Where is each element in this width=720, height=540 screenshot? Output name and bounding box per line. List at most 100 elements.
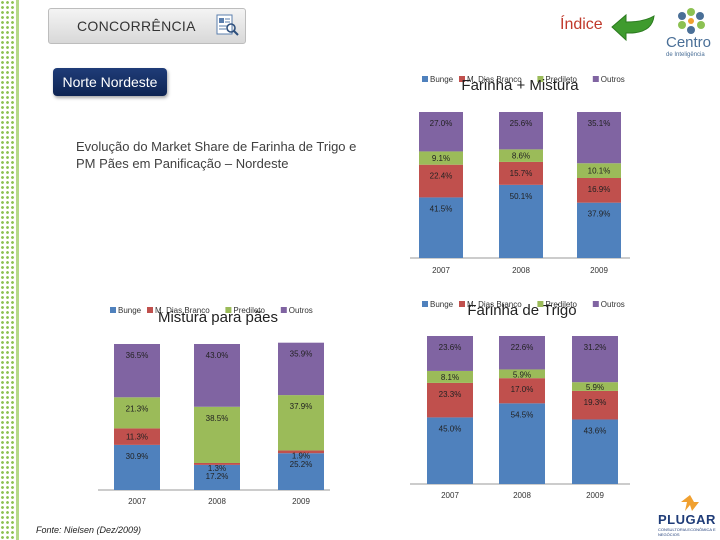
- bar-m-dias-branco-2007: [419, 164, 463, 198]
- legend-label-outros: Outros: [601, 300, 625, 309]
- bar-m-dias-branco-2007: [427, 382, 473, 418]
- bar-bunge-2007: [427, 417, 473, 484]
- logo-title: Centro: [666, 34, 712, 51]
- data-label: 25.6%: [510, 119, 533, 128]
- report-search-icon: [216, 14, 239, 36]
- data-label: 22.6%: [511, 343, 534, 352]
- data-label: 11.3%: [126, 433, 148, 442]
- data-label: 43.0%: [206, 351, 229, 360]
- chart-farinha-trigo: Bunge M. Dias Branco Predileto Outros Farinh…: [410, 300, 630, 500]
- legend-swatch-m-dias-branco: [147, 307, 153, 313]
- bar-outros-2009: [278, 342, 324, 396]
- data-label: 1.3%: [208, 464, 226, 473]
- bar-outros-2009: [577, 112, 621, 164]
- index-link[interactable]: Índice: [560, 16, 603, 33]
- bar-predileto-2007: [114, 397, 160, 429]
- legend-label-predileto: Predileto: [545, 300, 577, 309]
- x-tick-label: 2009: [586, 491, 604, 500]
- bar-predileto-2008: [194, 406, 240, 463]
- bar-outros-2007: [427, 336, 473, 371]
- data-label: 50.1%: [510, 192, 533, 201]
- x-tick-label: 2008: [513, 491, 531, 500]
- data-label: 36.5%: [126, 351, 149, 360]
- data-label: 8.1%: [441, 373, 459, 382]
- legend-label-bunge: Bunge: [430, 75, 454, 84]
- data-label: 54.5%: [511, 410, 534, 419]
- data-label: 17.0%: [511, 385, 534, 394]
- x-tick-label: 2008: [512, 266, 530, 275]
- back-arrow-icon[interactable]: [610, 12, 656, 42]
- bar-m-dias-branco-2009: [572, 390, 618, 420]
- x-tick-label: 2007: [128, 497, 146, 506]
- plugar-mark-icon: [681, 495, 699, 511]
- bar-outros-2008: [499, 336, 545, 370]
- data-label: 23.6%: [439, 343, 462, 352]
- legend-swatch-bunge: [422, 76, 428, 82]
- decorative-dot-strip: [0, 0, 16, 540]
- legend-swatch-outros: [592, 76, 599, 82]
- plugar-brand-sub: CONSULTORIA ECONÔMICA E NEGÓCIOS: [658, 527, 716, 537]
- source-note: Fonte: Nielsen (Dez/2009): [36, 525, 142, 535]
- bar-bunge-2008: [499, 403, 545, 484]
- bar-bunge-2009: [572, 419, 618, 484]
- data-label: 19.3%: [584, 398, 607, 407]
- data-label: 16.9%: [588, 185, 611, 194]
- bar-bunge-2009: [577, 202, 621, 258]
- centro-inteligencia-logo: [678, 8, 705, 34]
- legend-label-outros: Outros: [289, 306, 313, 315]
- bar-predileto-2008: [499, 149, 543, 162]
- bar-outros-2008: [499, 112, 543, 150]
- section-title: CONCORRÊNCIA: [77, 18, 196, 34]
- bar-bunge-2009: [278, 453, 324, 490]
- bar-m-dias-branco-2009: [577, 177, 621, 203]
- x-tick-label: 2008: [208, 497, 226, 506]
- bar-bunge-2008: [499, 184, 543, 258]
- x-tick-label: 2009: [590, 266, 608, 275]
- legend-swatch-predileto: [537, 301, 544, 307]
- legend-label-outros: Outros: [601, 75, 625, 84]
- chart-title: Farinha + Mistura: [461, 77, 579, 94]
- legend-swatch-predileto: [225, 307, 232, 313]
- legend-label-bunge: Bunge: [118, 306, 142, 315]
- bar-outros-2009: [572, 336, 618, 383]
- bar-predileto-2009: [577, 163, 621, 178]
- chart-title: Farinha de Trigo: [467, 302, 576, 319]
- legend-swatch-outros: [592, 301, 599, 307]
- bar-predileto-2007: [419, 151, 463, 165]
- bar-outros-2008: [194, 344, 240, 407]
- data-label: 37.9%: [290, 402, 313, 411]
- data-label: 23.3%: [439, 390, 462, 399]
- bar-predileto-2009: [572, 382, 618, 391]
- logo-subtitle: de Inteligência: [666, 52, 705, 58]
- data-label: 22.4%: [430, 172, 453, 181]
- data-label: 25.2%: [290, 460, 313, 469]
- legend-swatch-m-dias-branco: [459, 76, 465, 82]
- data-label: 17.2%: [206, 472, 229, 481]
- legend-swatch-bunge: [110, 307, 116, 313]
- region-badge: Norte Nordeste: [53, 68, 167, 96]
- data-label: 37.9%: [588, 210, 611, 219]
- x-tick-label: 2007: [432, 266, 450, 275]
- data-label: 15.7%: [510, 169, 533, 178]
- legend-label-predileto: Predileto: [233, 306, 265, 315]
- bar-predileto-2009: [278, 395, 324, 451]
- data-label: 9.1%: [432, 154, 450, 163]
- bar-predileto-2008: [499, 369, 545, 379]
- data-label: 27.0%: [430, 119, 453, 128]
- bar-m-dias-branco-2008: [194, 462, 240, 465]
- legend-label-m-dias-branco: M. Dias Branco: [467, 300, 522, 309]
- data-label: 41.5%: [430, 204, 453, 213]
- decorative-side-line: [16, 0, 19, 540]
- page-subtitle: Evolução do Market Share de Farinha de T…: [76, 139, 357, 171]
- section-header: CONCORRÊNCIA: [48, 8, 246, 44]
- legend-swatch-m-dias-branco: [459, 301, 465, 307]
- legend-swatch-outros: [280, 307, 287, 313]
- data-label: 30.9%: [126, 452, 149, 461]
- data-label: 5.9%: [513, 370, 531, 379]
- chart-mistura-paes: Bunge M. Dias Branco Predileto Outros Mistur…: [98, 306, 330, 506]
- data-label: 5.9%: [586, 383, 604, 392]
- bar-m-dias-branco-2009: [278, 450, 324, 454]
- data-label: 35.9%: [290, 350, 313, 359]
- legend-swatch-predileto: [537, 76, 544, 82]
- plugar-brand: PLUGAR: [658, 512, 716, 527]
